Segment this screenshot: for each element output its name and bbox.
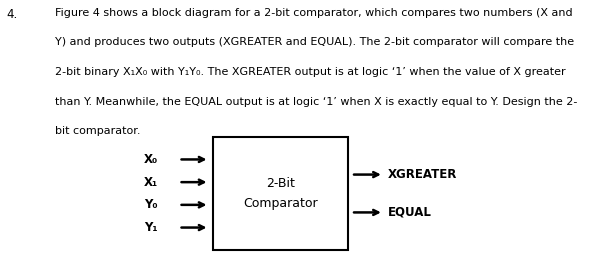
Text: EQUAL: EQUAL: [388, 206, 432, 219]
Text: Figure 4 shows a block diagram for a 2-bit comparator, which compares two number: Figure 4 shows a block diagram for a 2-b…: [55, 8, 573, 18]
Text: XGREATER: XGREATER: [388, 168, 458, 181]
Text: Y) and produces two outputs (XGREATER and EQUAL). The 2-bit comparator will comp: Y) and produces two outputs (XGREATER an…: [55, 37, 575, 47]
Text: 4.: 4.: [6, 8, 17, 21]
Text: Comparator: Comparator: [243, 197, 318, 210]
Text: X₁: X₁: [144, 176, 158, 189]
Text: than Y. Meanwhile, the EQUAL output is at logic ‘1’ when X is exactly equal to Y: than Y. Meanwhile, the EQUAL output is a…: [55, 97, 578, 107]
Text: 2-Bit: 2-Bit: [266, 177, 294, 190]
Bar: [213, 137, 348, 250]
Text: Y₁: Y₁: [144, 221, 158, 234]
Text: X₀: X₀: [144, 153, 158, 166]
Text: Y₀: Y₀: [144, 198, 158, 211]
Text: 2-bit binary X₁X₀ with Y₁Y₀. The XGREATER output is at logic ‘1’ when the value : 2-bit binary X₁X₀ with Y₁Y₀. The XGREATE…: [55, 67, 566, 77]
Text: bit comparator.: bit comparator.: [55, 126, 141, 136]
